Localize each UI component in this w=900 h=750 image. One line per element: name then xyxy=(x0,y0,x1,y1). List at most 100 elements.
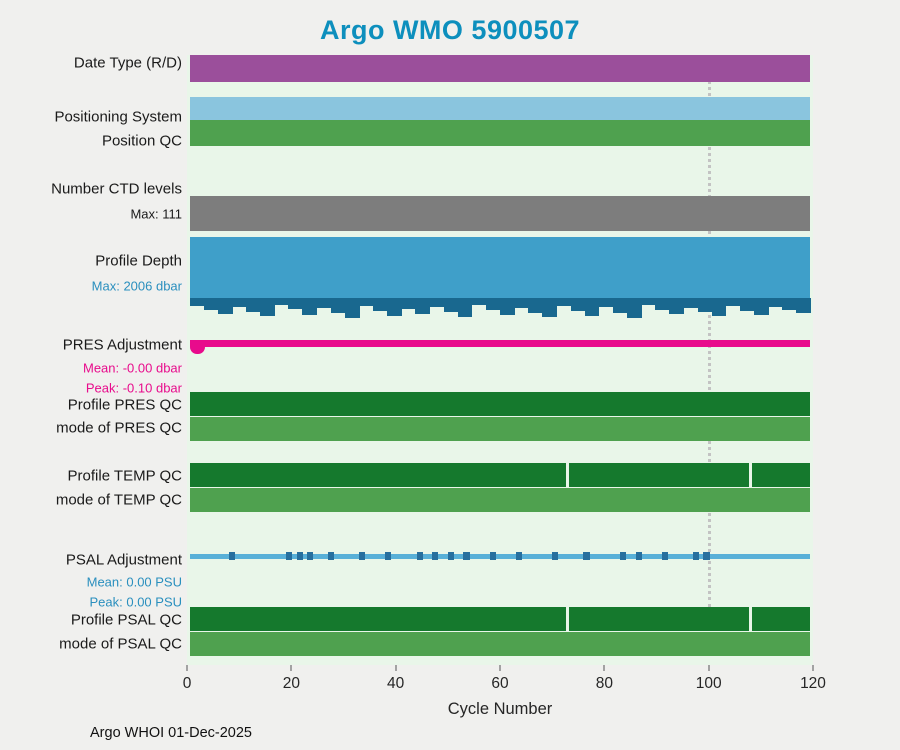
bar-gap-profile-psal-qc-cycle-73 xyxy=(566,607,570,631)
bar-profile-depth xyxy=(189,237,811,301)
depth-profile-segment xyxy=(288,298,304,309)
depth-profile-segment xyxy=(260,298,275,316)
depth-profile-segment xyxy=(316,298,332,308)
row-sublabel-pres-adjustment-1: Peak: -0.10 dbar xyxy=(85,380,182,396)
bar-position-qc xyxy=(189,120,811,146)
x-tick-label-60: 60 xyxy=(491,675,509,692)
depth-profile-segment xyxy=(246,298,261,312)
row-sublabel-psal-adjustment-0: Mean: 0.00 PSU xyxy=(86,574,182,590)
depth-profile-segment xyxy=(401,298,416,309)
line-pres-adjustment xyxy=(189,340,811,347)
depth-profile-segment xyxy=(429,298,445,307)
depth-profile-segment xyxy=(373,298,388,311)
row-label-mode-psal-qc: mode of PSAL QC xyxy=(59,635,182,653)
row-label-mode-temp-qc: mode of TEMP QC xyxy=(55,491,182,509)
row-sublabel-pres-adjustment-0: Mean: -0.00 dbar xyxy=(82,360,182,376)
psal-adjustment-mark xyxy=(306,552,314,560)
bar-mode-psal-qc xyxy=(189,632,811,656)
psal-adjustment-mark xyxy=(463,552,470,560)
chart-title: Argo WMO 5900507 xyxy=(319,15,581,45)
bar-gap-profile-temp-qc-cycle-108 xyxy=(748,463,752,487)
psal-adjustment-mark xyxy=(327,552,335,560)
bar-profile-psal-qc xyxy=(189,607,811,631)
depth-profile-segment xyxy=(753,298,769,315)
depth-profile-segment xyxy=(217,298,233,314)
depth-profile-segment xyxy=(274,298,289,305)
psal-adjustment-mark xyxy=(693,552,700,560)
psal-adjustment-mark xyxy=(447,552,455,560)
psal-adjustment-mark xyxy=(385,552,392,560)
x-tick-label-100: 100 xyxy=(695,675,722,692)
psal-adjustment-mark xyxy=(296,552,303,560)
depth-profile-segment xyxy=(528,298,543,313)
depth-profile-segment xyxy=(189,298,205,306)
psal-adjustment-mark xyxy=(552,552,559,560)
row-label-profile-psal-qc: Profile PSAL QC xyxy=(70,611,182,629)
depth-profile-segment xyxy=(471,298,487,305)
x-tick-20 xyxy=(290,665,292,671)
x-tick-120 xyxy=(812,665,814,671)
depth-profile-segment xyxy=(330,298,346,313)
row-sublabel-profile-depth-0: Max: 2006 dbar xyxy=(91,278,182,294)
line-psal-adjustment xyxy=(189,554,811,559)
psal-adjustment-mark xyxy=(416,552,423,560)
plot-area xyxy=(187,55,813,665)
bar-positioning-system xyxy=(189,97,811,120)
depth-profile-segment xyxy=(570,298,586,311)
depth-profile-segment xyxy=(514,298,529,308)
row-label-profile-temp-qc: Profile TEMP QC xyxy=(67,467,182,485)
x-tick-label-0: 0 xyxy=(182,675,192,692)
row-label-number-ctd-levels: Number CTD levels xyxy=(51,180,182,198)
psal-adjustment-mark xyxy=(228,552,235,560)
psal-adjustment-mark xyxy=(359,552,366,560)
psal-adjustment-mark xyxy=(635,552,642,560)
depth-profile-segment xyxy=(711,298,727,316)
x-tick-100 xyxy=(708,665,710,671)
row-label-mode-pres-qc: mode of PRES QC xyxy=(56,419,182,437)
psal-adjustment-mark xyxy=(286,552,293,560)
bar-date-type xyxy=(189,55,811,82)
depth-profile-segment xyxy=(231,298,247,307)
x-tick-label-120: 120 xyxy=(800,675,826,692)
bar-gap-profile-temp-qc-cycle-73 xyxy=(566,463,570,487)
depth-profile-segment xyxy=(358,298,374,306)
psal-adjustment-mark xyxy=(432,552,439,560)
psal-adjustment-mark xyxy=(703,552,710,560)
psal-adjustment-mark xyxy=(619,552,627,560)
bar-gap-profile-psal-qc-cycle-108 xyxy=(748,607,752,631)
depth-profile-segment xyxy=(302,298,318,315)
x-tick-label-40: 40 xyxy=(387,675,405,692)
depth-profile-segment xyxy=(697,298,713,312)
row-label-positioning-system: Positioning System xyxy=(54,108,182,126)
depth-profile-segment xyxy=(556,298,572,306)
depth-profile-segment xyxy=(203,298,219,310)
depth-profile-segment xyxy=(626,298,642,318)
bar-mode-pres-qc xyxy=(189,417,811,441)
depth-profile-segment xyxy=(612,298,628,313)
x-tick-label-20: 20 xyxy=(282,675,300,692)
depth-profile-segment xyxy=(796,298,811,313)
x-axis-label: Cycle Number xyxy=(447,700,553,718)
x-tick-label-80: 80 xyxy=(595,675,613,692)
depth-profile-segment xyxy=(683,298,699,308)
row-label-psal-adjustment: PSAL Adjustment xyxy=(65,551,182,569)
x-tick-0 xyxy=(186,665,188,671)
row-label-position-qc: Position QC xyxy=(101,132,182,150)
bar-profile-pres-qc xyxy=(189,392,811,416)
depth-profile-segment xyxy=(415,298,431,314)
depth-profile-segment xyxy=(387,298,402,316)
row-label-pres-adjustment: PRES Adjustment xyxy=(62,336,182,354)
depth-profile-segment xyxy=(443,298,459,312)
depth-profile-segment xyxy=(344,298,360,318)
row-sublabel-psal-adjustment-1: Peak: 0.00 PSU xyxy=(89,594,183,610)
x-tick-60 xyxy=(499,665,501,671)
row-label-profile-pres-qc: Profile PRES QC xyxy=(67,396,182,414)
bar-profile-temp-qc xyxy=(189,463,811,487)
depth-profile-segment xyxy=(641,298,656,305)
bar-number-ctd-levels xyxy=(189,196,811,231)
psal-adjustment-mark xyxy=(661,552,668,560)
row-sublabel-number-ctd-levels-0: Max: 111 xyxy=(130,206,182,222)
depth-profile-segment xyxy=(782,298,797,310)
psal-adjustment-mark xyxy=(489,552,496,560)
